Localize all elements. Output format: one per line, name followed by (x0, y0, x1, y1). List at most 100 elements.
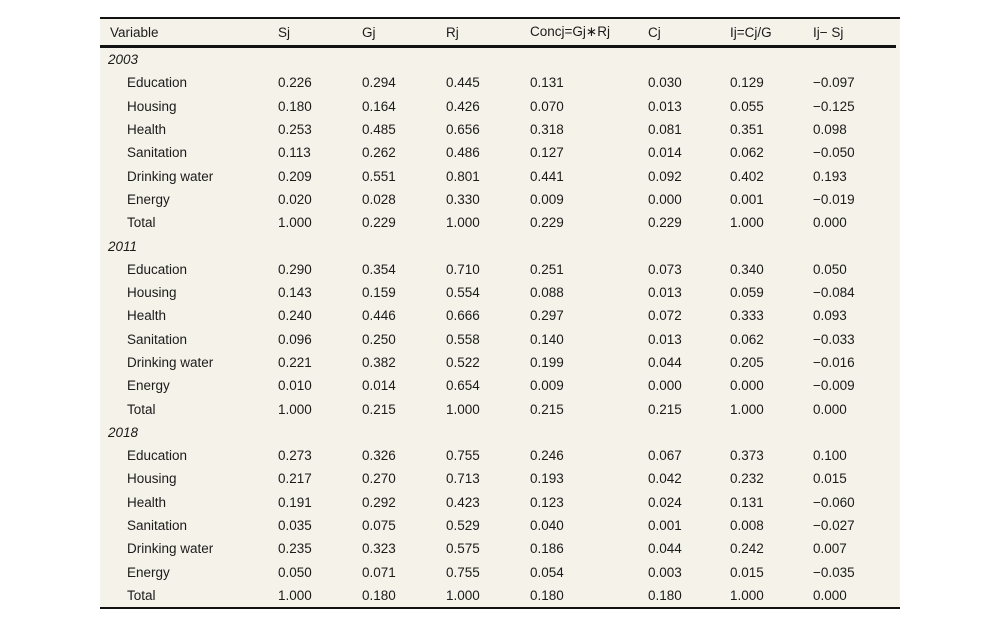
row-label: Health (127, 122, 167, 138)
value-cell: 0.215 (530, 401, 564, 417)
value-cell: −0.009 (813, 378, 855, 394)
header-row: Variable Sj Gj Rj Concj=Gj∗Rj Cj Ij=Cj/G Ij− Sj (100, 19, 896, 48)
value-cell: 1.000 (278, 215, 312, 231)
table-row: Drinking water 0.235 0.323 0.575 0.186 0.044 0… (100, 537, 896, 560)
value-cell: −0.125 (813, 98, 855, 114)
value-cell: 0.294 (362, 75, 396, 91)
value-cell: 0.529 (446, 518, 480, 534)
value-cell: −0.016 (813, 355, 855, 370)
value-cell: 0.193 (813, 168, 847, 184)
table-row: Sanitation 0.096 0.250 0.558 0.140 0.013 0.062… (100, 328, 896, 351)
value-cell: 0.001 (730, 191, 764, 207)
value-cell: −0.035 (813, 564, 855, 580)
value-cell: 0.382 (362, 355, 396, 370)
value-cell: 0.558 (446, 331, 480, 347)
value-cell: 0.262 (362, 145, 396, 161)
value-cell: 0.215 (648, 401, 682, 417)
table-row: Energy 0.050 0.071 0.755 0.054 0.003 0.015 −0.0… (100, 561, 896, 584)
table-row: Health 0.240 0.446 0.666 0.297 0.072 0.333 0.09… (100, 304, 896, 327)
value-cell: 0.020 (278, 191, 312, 207)
row-label: Sanitation (127, 145, 188, 161)
value-cell: 0.062 (730, 331, 764, 347)
value-cell: 0.180 (648, 587, 682, 603)
row-label: Total (127, 215, 156, 231)
value-cell: 0.015 (813, 471, 847, 487)
column-header: Ij=Cj/G (730, 19, 813, 48)
value-cell: 0.010 (278, 378, 312, 394)
value-cell: 0.330 (446, 191, 480, 207)
value-cell: 0.008 (730, 518, 764, 534)
value-cell: 0.666 (446, 308, 480, 324)
table-body: 2003 Education 0.226 0.294 0.445 0.131 0.030 0.… (100, 47, 896, 608)
value-cell: 0.003 (648, 564, 682, 580)
value-cell: 0.193 (530, 471, 564, 487)
value-cell: 0.215 (362, 401, 396, 417)
value-cell: 0.755 (446, 448, 480, 464)
value-cell: 0.235 (278, 541, 312, 557)
value-cell: 0.050 (813, 261, 847, 277)
value-cell: 0.024 (648, 494, 682, 510)
year-label: 2011 (108, 238, 138, 254)
value-cell: 0.297 (530, 308, 564, 324)
value-cell: 0.071 (362, 564, 396, 580)
column-header: Gj (362, 19, 446, 48)
table-row: Energy 0.010 0.014 0.654 0.009 0.000 0.000 −0.0… (100, 374, 896, 397)
value-cell: 0.441 (530, 168, 564, 184)
row-label: Total (127, 587, 156, 603)
value-cell: 0.186 (530, 541, 564, 557)
row-label: Health (127, 494, 167, 510)
value-cell: 0.013 (648, 98, 682, 114)
value-cell: 0.054 (530, 564, 564, 580)
row-label: Health (127, 308, 167, 324)
value-cell: 0.446 (362, 308, 396, 324)
table-row: Housing 0.143 0.159 0.554 0.088 0.013 0.059 −0.… (100, 281, 896, 304)
value-cell: 0.217 (278, 471, 312, 487)
value-cell: 0.075 (362, 518, 396, 534)
row-label: Total (127, 401, 156, 417)
year-row: 2003 (100, 47, 896, 72)
value-cell: −0.033 (813, 331, 855, 347)
value-cell: 0.229 (530, 215, 564, 231)
row-label: Drinking water (127, 355, 214, 370)
value-cell: 0.159 (362, 285, 396, 301)
value-cell: 0.014 (362, 378, 396, 394)
value-cell: 1.000 (730, 401, 764, 417)
value-cell: 0.113 (278, 145, 311, 161)
value-cell: 0.290 (278, 261, 312, 277)
row-label: Housing (127, 285, 177, 301)
value-cell: 0.232 (730, 471, 764, 487)
value-cell: 0.242 (730, 541, 764, 557)
value-cell: 0.713 (446, 471, 480, 487)
value-cell: 0.040 (530, 518, 564, 534)
value-cell: 0.100 (813, 448, 847, 464)
table-row: Sanitation 0.035 0.075 0.529 0.040 0.001 0.008… (100, 514, 896, 537)
value-cell: 1.000 (446, 587, 480, 603)
row-label: Drinking water (127, 541, 214, 557)
table-row: Housing 0.217 0.270 0.713 0.193 0.042 0.232 0.0… (100, 467, 896, 490)
value-cell: 0.270 (362, 471, 396, 487)
value-cell: −0.084 (813, 285, 855, 301)
table-row: Energy 0.020 0.028 0.330 0.009 0.000 0.001 −0.0… (100, 188, 896, 211)
row-label: Education (127, 261, 188, 277)
value-cell: 0.030 (648, 75, 682, 91)
value-cell: 0.554 (446, 285, 480, 301)
value-cell: 0.551 (362, 168, 396, 184)
value-cell: 0.351 (730, 122, 764, 138)
value-cell: 0.240 (278, 308, 312, 324)
row-label: Sanitation (127, 331, 188, 347)
value-cell: 0.246 (530, 448, 564, 464)
value-cell: 0.229 (648, 215, 682, 231)
value-cell: 0.575 (446, 541, 480, 557)
row-label: Energy (127, 191, 170, 207)
value-cell: 0.354 (362, 261, 396, 277)
value-cell: 0.007 (813, 541, 847, 557)
value-cell: −0.019 (813, 191, 855, 207)
table-row: Drinking water 0.209 0.551 0.801 0.441 0.092 0… (100, 164, 896, 187)
table-header: Variable Sj Gj Rj Concj=Gj∗Rj Cj Ij=Cj/G Ij− Sj (100, 19, 896, 48)
value-cell: 0.098 (813, 122, 847, 138)
value-cell: 0.131 (730, 494, 764, 510)
value-cell: 0.123 (530, 494, 564, 510)
year-label: 2003 (108, 52, 139, 68)
value-cell: 0.000 (813, 401, 847, 417)
value-cell: 0.226 (278, 75, 312, 91)
